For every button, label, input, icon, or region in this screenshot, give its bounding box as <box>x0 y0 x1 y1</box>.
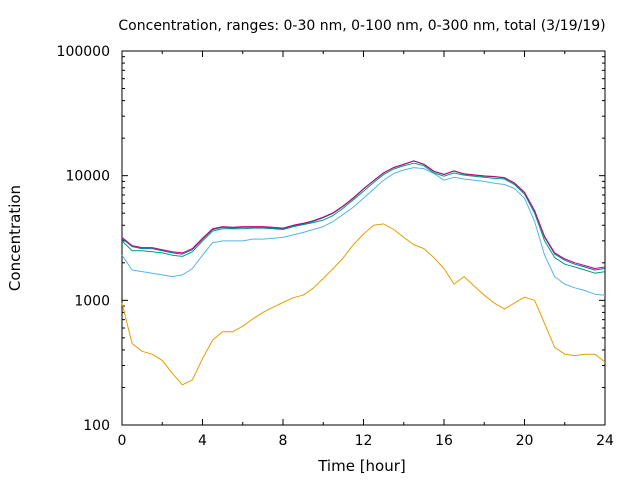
y-tick-label: 10000 <box>65 169 110 185</box>
series-line-2 <box>121 167 606 296</box>
x-tick-label: 8 <box>279 433 288 449</box>
series-layer <box>121 160 606 386</box>
x-tick-label: 24 <box>596 433 614 449</box>
y-tick-label: 100000 <box>57 44 110 60</box>
axis-ticks: 0 4 8 12 16 20 24 100 1000 10000 100000 <box>57 44 614 449</box>
x-tick-label: 20 <box>516 433 534 449</box>
series-line-5 <box>121 160 606 269</box>
x-tick-label: 0 <box>118 433 127 449</box>
y-tick-label: 100 <box>83 418 110 434</box>
y-axis-label: Concentration <box>6 185 24 291</box>
plot-frame <box>121 50 606 426</box>
y-tick-label: 1000 <box>74 293 110 309</box>
series-line-3 <box>121 162 606 274</box>
x-tick-label: 12 <box>355 433 373 449</box>
x-axis-label: Time [hour] <box>317 457 406 475</box>
chart-title: Concentration, ranges: 0-30 nm, 0-100 nm… <box>118 18 605 34</box>
series-line-1 <box>121 223 606 386</box>
x-tick-label: 16 <box>435 433 453 449</box>
x-tick-label: 4 <box>198 433 207 449</box>
